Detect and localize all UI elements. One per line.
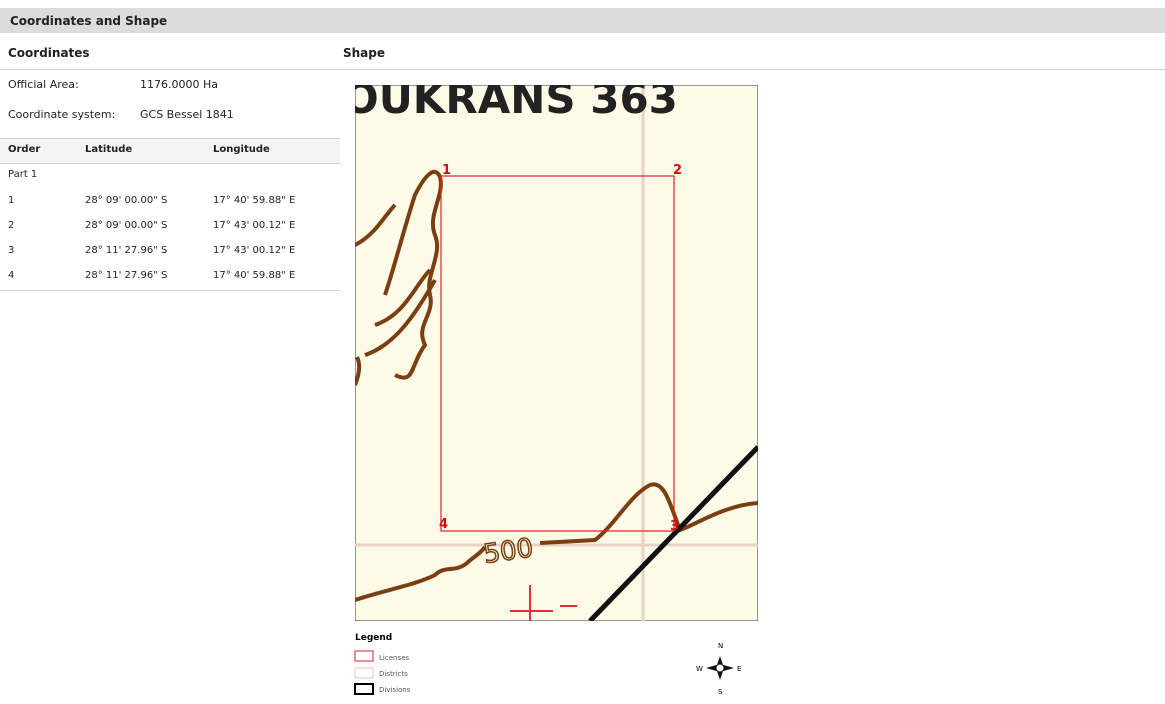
map: OUKRANS 363 500 1 2 3 4 xyxy=(355,85,758,621)
section-header xyxy=(0,8,1165,33)
legend-swatch xyxy=(355,684,373,694)
column-header: Latitude xyxy=(85,144,132,155)
coordinates-title: Coordinates xyxy=(8,46,90,60)
column-header: Order xyxy=(8,144,40,155)
shape-title: Shape xyxy=(343,46,385,60)
table-cell: 17° 43' 00.12" E xyxy=(213,220,295,231)
vertex-label: 4 xyxy=(439,517,448,532)
legend-item: Divisions xyxy=(379,686,411,694)
vertex-label: 2 xyxy=(673,163,682,178)
legend-title: Legend xyxy=(355,633,392,643)
label: Coordinate system: xyxy=(8,108,115,121)
table-cell: 3 xyxy=(8,245,14,256)
column-header: Longitude xyxy=(213,144,270,155)
legend-swatch xyxy=(355,668,373,678)
map-label: OUKRANS 363 xyxy=(355,85,678,123)
divider xyxy=(0,290,340,291)
value: GCS Bessel 1841 xyxy=(140,108,234,121)
compass-label: S xyxy=(718,688,723,696)
divider xyxy=(0,69,1165,70)
compass-label: N xyxy=(718,642,723,650)
label: Official Area: xyxy=(8,78,79,91)
legend-swatch xyxy=(355,651,373,661)
vertex-label: 1 xyxy=(442,163,451,178)
table-cell: 17° 40' 59.88" E xyxy=(213,195,295,206)
legend: Legend Licenses Districts Divisions N E … xyxy=(350,628,770,704)
legend-item: Licenses xyxy=(379,654,409,662)
table-cell: 28° 09' 00.00" S xyxy=(85,220,167,231)
table-cell: 17° 40' 59.88" E xyxy=(213,270,295,281)
table-header xyxy=(0,138,340,164)
table-cell: 2 xyxy=(8,220,14,231)
part-label: Part 1 xyxy=(8,169,37,180)
compass: N E S W xyxy=(696,642,741,696)
table-cell: 1 xyxy=(8,195,14,206)
table-cell: 28° 11' 27.96" S xyxy=(85,245,167,256)
value: 1176.0000 Ha xyxy=(140,78,218,91)
vertex-label: 3 xyxy=(670,519,679,534)
table-cell: 4 xyxy=(8,270,14,281)
section-title: Coordinates and Shape xyxy=(10,14,167,28)
table-cell: 17° 43' 00.12" E xyxy=(213,245,295,256)
compass-label: E xyxy=(737,665,741,673)
table-cell: 28° 09' 00.00" S xyxy=(85,195,167,206)
page: {"header": {"title": "Coordinates and Sh… xyxy=(0,0,1165,704)
table-cell: 28° 11' 27.96" S xyxy=(85,270,167,281)
compass-label: W xyxy=(696,665,703,673)
legend-item: Districts xyxy=(379,670,408,678)
